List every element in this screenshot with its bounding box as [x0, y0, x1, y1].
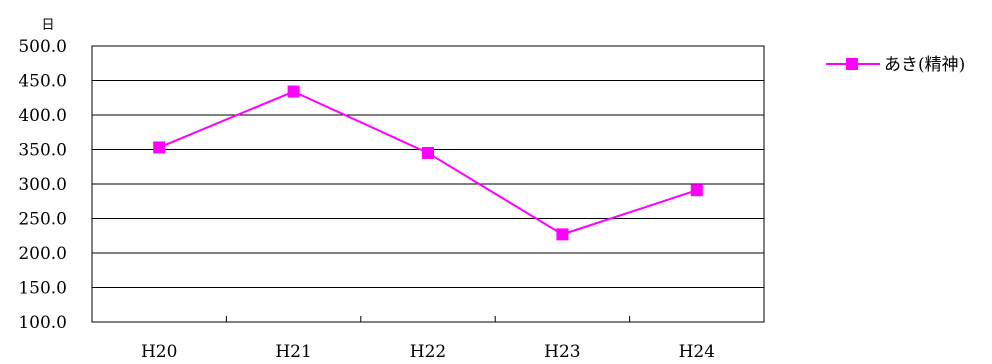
- gridlines: [92, 80, 764, 288]
- legend: あき(精神): [826, 55, 965, 75]
- y-tick-label: 500.0: [18, 37, 67, 57]
- y-tick-label: 100.0: [18, 313, 67, 333]
- series-layer: [153, 85, 703, 241]
- y-tick-label: 400.0: [18, 106, 67, 126]
- x-tick-label: H24: [679, 342, 715, 360]
- y-tick-label: 300.0: [18, 175, 67, 195]
- data-point-marker: [690, 184, 703, 197]
- y-tick-label: 250.0: [18, 210, 67, 230]
- legend-label-series-1: あき(精神): [884, 55, 965, 75]
- data-point-marker: [422, 146, 434, 159]
- data-point-marker: [287, 85, 300, 98]
- y-tick-label: 200.0: [18, 244, 67, 264]
- y-axis-tick-labels: 100.0 150.0 200.0 250.0 300.0 350.0 400.0 450.0…: [18, 37, 67, 333]
- y-tick-label: 150.0: [18, 279, 67, 299]
- x-tick-label: H20: [141, 342, 177, 360]
- plot-area-frame: [91, 45, 765, 323]
- x-axis-tick-labels: H20 H21 H22 H23 H24: [141, 316, 715, 362]
- x-tick-label: H22: [410, 342, 446, 360]
- legend-marker: [846, 58, 858, 70]
- x-tick-label: H23: [544, 342, 580, 360]
- data-point-marker: [556, 228, 569, 241]
- data-point-marker: [153, 141, 166, 154]
- x-tick-label: H21: [275, 342, 311, 360]
- y-axis-unit-label: 日: [41, 18, 54, 33]
- y-tick-label: 450.0: [18, 72, 67, 92]
- series-line: [158, 90, 698, 236]
- y-tick-label: 350.0: [18, 141, 67, 161]
